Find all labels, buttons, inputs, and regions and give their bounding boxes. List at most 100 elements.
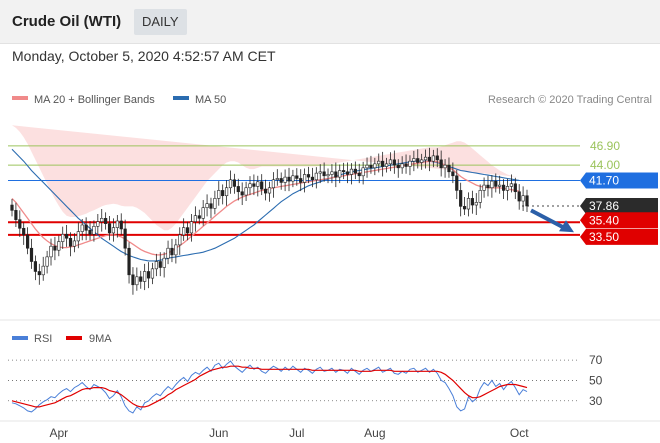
candle: [143, 263, 147, 291]
rsi-tick-label: 70: [589, 353, 603, 367]
candle: [123, 219, 127, 256]
support-tag-label: 35.40: [589, 213, 619, 227]
candle: [498, 175, 502, 194]
candle: [400, 156, 404, 174]
rsi-ma-legend-swatch: [66, 336, 82, 340]
x-tick-label: Aug: [364, 426, 385, 440]
candle: [408, 155, 412, 176]
candle: [217, 181, 221, 206]
candle: [178, 227, 182, 255]
x-tick-label: Jul: [289, 426, 304, 440]
candle: [431, 149, 435, 168]
candle: [443, 159, 447, 178]
candle: [22, 222, 26, 245]
candle: [420, 153, 424, 170]
candle: [127, 242, 131, 284]
ma20-legend-swatch: [12, 96, 28, 100]
candle: [174, 238, 178, 264]
candle: [275, 169, 279, 186]
candle: [205, 194, 209, 217]
candle: [33, 255, 38, 281]
candle: [279, 172, 283, 190]
timeframe-button[interactable]: DAILY: [134, 9, 187, 35]
rsi-tick-label: 30: [589, 394, 603, 408]
candle: [295, 168, 299, 186]
candle: [209, 197, 213, 219]
candle: [447, 157, 451, 178]
candle: [361, 161, 365, 185]
candle: [392, 150, 396, 174]
candle: [61, 226, 65, 249]
candle: [76, 222, 80, 249]
bollinger-bands: [12, 125, 520, 231]
candle: [326, 168, 330, 184]
candle: [381, 151, 385, 177]
candle: [474, 193, 478, 215]
candle: [107, 215, 112, 241]
candle: [462, 197, 467, 215]
candle: [412, 150, 416, 172]
candle: [345, 162, 350, 184]
resistance-label: 46.90: [590, 139, 620, 153]
rsi-ma-line: [11, 365, 528, 408]
candle: [349, 163, 354, 185]
candle: [306, 166, 311, 184]
candle: [96, 214, 100, 235]
candle: [213, 190, 217, 215]
candle: [182, 218, 186, 241]
candle: [88, 220, 92, 241]
candle: [252, 174, 256, 196]
candle: [486, 175, 490, 197]
ma20-legend-label: MA 20 + Bollinger Bands: [34, 94, 155, 106]
candle: [193, 206, 197, 232]
candle: [244, 181, 248, 202]
candle: [162, 252, 166, 278]
candle: [185, 221, 190, 241]
candle: [256, 175, 260, 197]
candle: [517, 184, 521, 210]
header-bar: Crude Oil (WTI) DAILY: [0, 0, 660, 44]
candle: [92, 220, 96, 242]
candle: [490, 175, 494, 198]
candle: [338, 164, 342, 184]
candle: [18, 210, 22, 237]
last-tag: 37.86: [580, 197, 658, 214]
candles: [10, 147, 574, 295]
candle: [373, 157, 377, 176]
main-legend: MA 20 + Bollinger Bands MA 50 Research ©…: [12, 94, 652, 106]
candle: [494, 173, 498, 193]
resistance-label: 44.00: [590, 158, 620, 172]
candle: [68, 232, 73, 257]
candle: [267, 181, 272, 202]
instrument-title: Crude Oil (WTI): [12, 13, 122, 30]
candle: [72, 233, 77, 253]
candle: [470, 190, 474, 214]
x-tick-label: Jun: [209, 426, 228, 440]
support-tag-label: 33.50: [589, 230, 619, 244]
candle: [154, 253, 158, 277]
rsi-tick-label: 50: [589, 373, 603, 387]
candle: [271, 172, 276, 198]
candle: [104, 212, 108, 230]
candle: [466, 192, 471, 217]
candle: [197, 209, 201, 225]
candle: [330, 164, 334, 184]
candle: [263, 179, 268, 201]
timestamp: Monday, October 5, 2020 4:52:57 AM CET: [12, 48, 276, 64]
candle: [521, 186, 525, 212]
candle: [482, 177, 486, 198]
candle: [139, 270, 143, 289]
candle: [478, 184, 482, 209]
candle: [291, 169, 295, 188]
candle: [41, 256, 45, 281]
rsi-legend: RSI 9MA: [12, 333, 112, 345]
candle: [513, 177, 517, 200]
candle: [283, 169, 287, 192]
candle: [334, 162, 338, 188]
candle: [146, 262, 151, 289]
candle: [260, 174, 264, 196]
candle: [228, 170, 233, 194]
candle: [396, 159, 400, 178]
